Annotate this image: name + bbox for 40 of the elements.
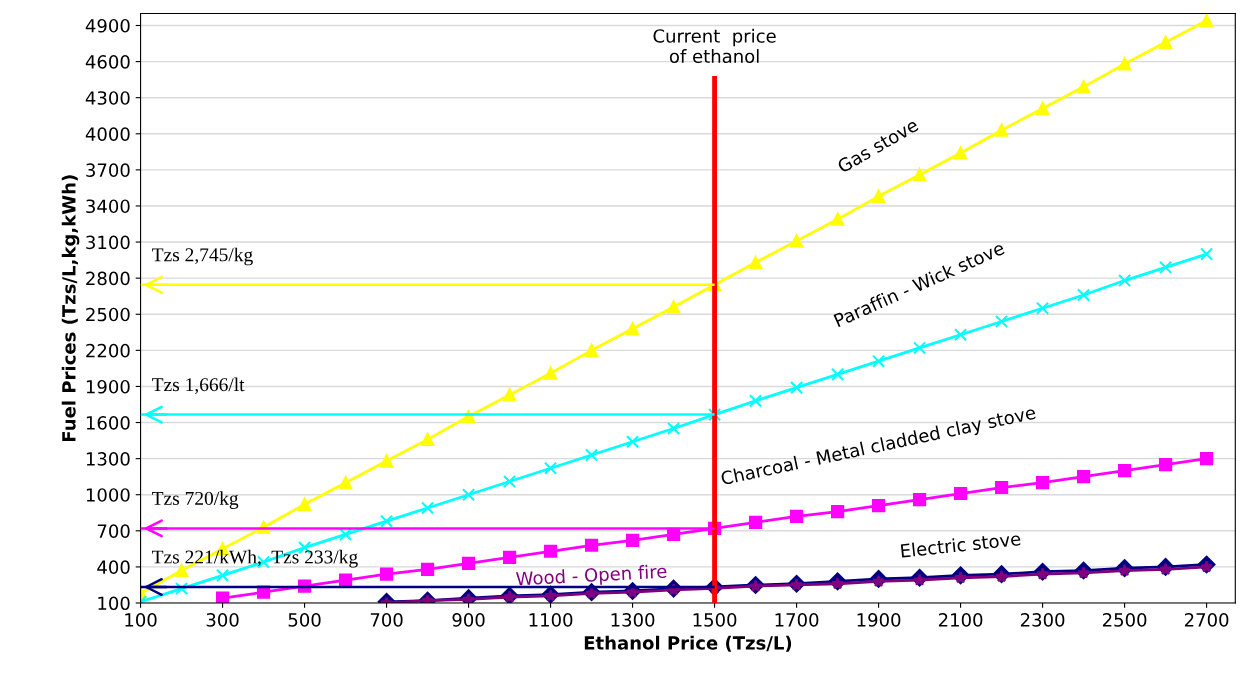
- x-tick-label: 700: [370, 613, 403, 627]
- y-tick-label: 100: [98, 596, 130, 611]
- ref-line-label: Current price of ethanol: [653, 28, 776, 64]
- x-tick-label: 2500: [1102, 613, 1147, 627]
- y-tick-label: 3700: [86, 163, 130, 177]
- x-tick-label: 2100: [938, 613, 983, 627]
- y-tick-label: 4900: [85, 18, 130, 33]
- x-tick-label: 500: [288, 613, 321, 627]
- y-tick-label: 3100: [86, 235, 130, 250]
- text: Charcoal - Metal cladded clay stove: [720, 405, 1037, 489]
- series-label: Wood - Open fire: [515, 563, 667, 590]
- y-tick-label: 1000: [86, 488, 130, 502]
- x-tick-label: 900: [452, 613, 485, 627]
- y-tick-label: 1600: [86, 415, 130, 430]
- x-tick-label: 1500: [693, 613, 737, 627]
- y-tick-label: 2500: [86, 307, 130, 322]
- y-tick-label: 4000: [85, 127, 130, 141]
- y-tick-label: 2200: [86, 343, 130, 358]
- y-tick-label: 2800: [86, 271, 130, 286]
- y-tick-label: 1300: [86, 452, 130, 466]
- annotation: Tzs 720/kg: [152, 491, 239, 509]
- annotation: Tzs 1,666/lt: [152, 377, 245, 394]
- x-tick-label: 1900: [857, 613, 901, 627]
- x-tick-label: 1100: [529, 613, 573, 627]
- y-tick-label: 4300: [85, 91, 130, 105]
- x-tick-label: 2700: [1184, 613, 1229, 627]
- x-tick-label: 300: [206, 613, 239, 627]
- y-axis-title: Fuel Prices (Tzs/L,kg,kWh): [61, 175, 80, 442]
- y-tick-label: 400: [97, 560, 130, 575]
- x-axis-title: Ethanol Price (Tzs/L): [584, 635, 792, 652]
- x-tick-label: 1300: [611, 613, 655, 627]
- x-tick-label: 2300: [1020, 613, 1065, 627]
- y-tick-label: 1900: [86, 379, 130, 394]
- x-tick-label: 1700: [775, 613, 819, 627]
- x-tick-label: 100: [125, 613, 157, 627]
- y-tick-label: 3400: [86, 199, 130, 214]
- text: Electric stove: [900, 531, 1021, 558]
- annotation: Tzs 2,745/kg: [152, 247, 253, 266]
- y-tick-label: 700: [97, 524, 130, 538]
- y-tick-label: 4600: [85, 55, 130, 69]
